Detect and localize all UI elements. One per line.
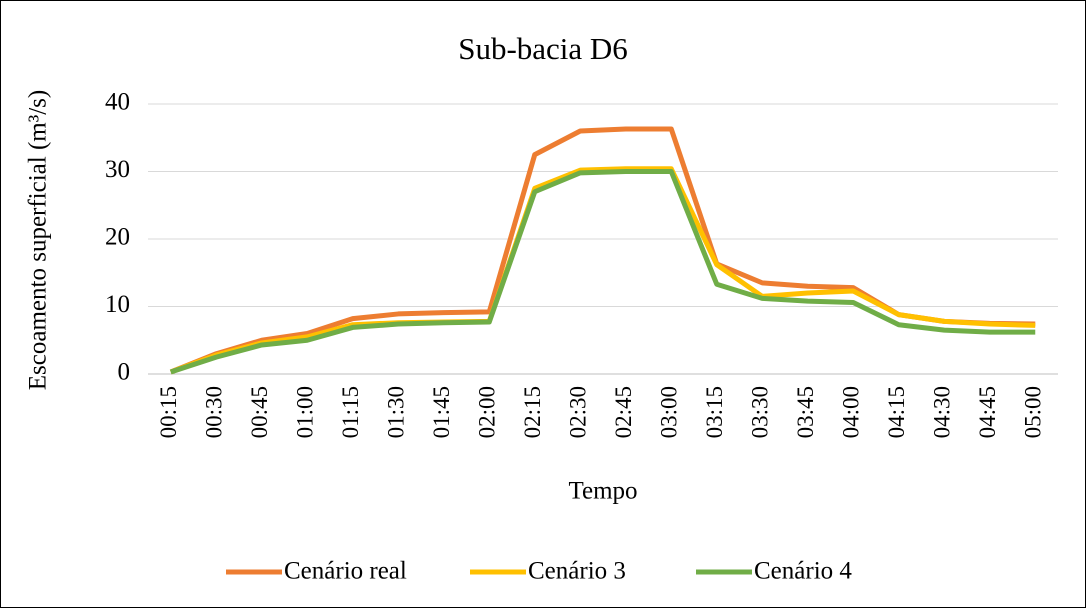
chart-title: Sub-bacia D6	[458, 31, 628, 66]
y-tick-label: 20	[105, 224, 130, 251]
y-axis-label: Escoamento superficial (m³/s)	[25, 90, 52, 390]
series-line	[169, 166, 1036, 375]
legend-label: Cenário 3	[528, 558, 626, 585]
y-tick-label: 30	[105, 156, 130, 183]
x-tick-label: 03:30	[748, 386, 773, 438]
x-tick-label: 03:00	[657, 386, 682, 438]
x-tick-label: 02:15	[520, 386, 545, 438]
x-tick-label: 04:15	[884, 386, 909, 438]
y-tick-label: 10	[105, 291, 130, 318]
x-tick-label: 04:45	[975, 386, 1000, 438]
y-tick-label: 0	[118, 359, 131, 386]
x-tick-label: 01:15	[338, 386, 363, 438]
x-tick-label: 01:00	[293, 386, 318, 438]
x-tick-label: 00:15	[156, 386, 181, 438]
x-tick-label: 04:30	[930, 386, 955, 438]
x-tick-label: 03:15	[702, 386, 727, 438]
x-tick-label: 01:45	[429, 386, 454, 438]
x-tick-label: 01:30	[384, 386, 409, 438]
x-tick-label: 05:00	[1021, 386, 1046, 438]
x-tick-label: 04:00	[839, 386, 864, 438]
x-tick-label: 00:30	[202, 386, 227, 438]
series-line	[169, 169, 1036, 375]
legend-label: Cenário 4	[754, 558, 852, 585]
x-tick-label: 03:45	[793, 386, 818, 438]
x-tick-label: 00:45	[247, 386, 272, 438]
legend-label: Cenário real	[284, 558, 407, 585]
x-tick-label: 02:00	[475, 386, 500, 438]
x-axis-label: Tempo	[568, 478, 637, 505]
x-tick-label: 02:30	[566, 386, 591, 438]
y-tick-label: 40	[105, 89, 130, 116]
x-tick-label: 02:45	[611, 386, 636, 438]
